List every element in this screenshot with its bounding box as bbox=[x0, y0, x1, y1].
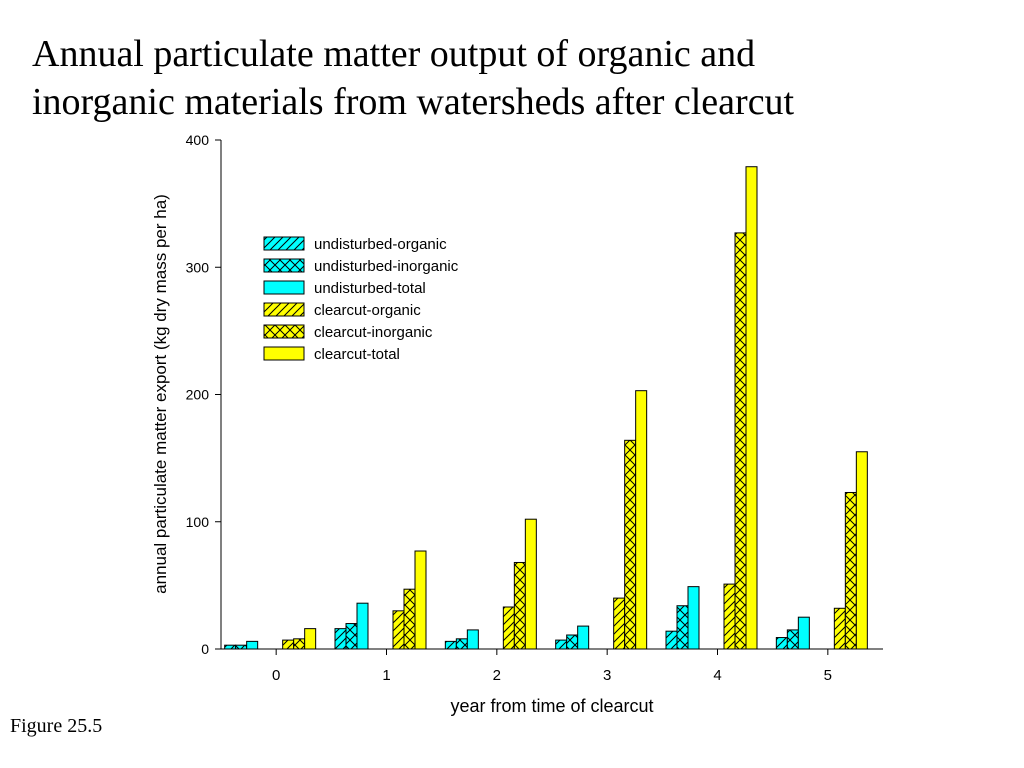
legend-label-undisturbed-inorganic: undisturbed-inorganic bbox=[314, 258, 459, 275]
bar-clearcut-inorganic-year-2 bbox=[513, 561, 526, 650]
legend-swatch-undisturbed-inorganic bbox=[263, 258, 305, 273]
legend-label-clearcut-total: clearcut-total bbox=[314, 346, 400, 363]
x-tick-label: 1 bbox=[382, 667, 390, 684]
y-tick-label: 400 bbox=[186, 132, 210, 148]
bar-clearcut-organic-year-0 bbox=[282, 639, 295, 650]
slide-title-line-1: Annual particulate matter output of orga… bbox=[32, 33, 756, 75]
bar-clearcut-total-year-0 bbox=[304, 628, 317, 650]
legend-label-undisturbed-total: undisturbed-total bbox=[314, 280, 426, 297]
legend-label-undisturbed-organic: undisturbed-organic bbox=[314, 236, 447, 253]
bar-clearcut-total-year-5 bbox=[855, 451, 868, 650]
legend-label-clearcut-inorganic: clearcut-inorganic bbox=[314, 324, 433, 341]
bar-undisturbed-total-year-0 bbox=[246, 640, 259, 650]
bar-undisturbed-total-year-1 bbox=[356, 602, 369, 650]
bar-undisturbed-total-year-5 bbox=[797, 616, 810, 650]
plot-frame bbox=[220, 140, 883, 650]
y-tick-label: 0 bbox=[201, 641, 209, 657]
bar-clearcut-organic-year-5 bbox=[833, 607, 846, 650]
bar-undisturbed-total-year-2 bbox=[466, 629, 479, 650]
bar-clearcut-inorganic-year-3 bbox=[624, 439, 637, 650]
legend-swatch-clearcut-organic bbox=[263, 302, 305, 317]
slide-title: Annual particulate matter output of orga… bbox=[32, 30, 992, 126]
bar-undisturbed-organic-year-0 bbox=[224, 644, 237, 650]
x-tick-label: 3 bbox=[603, 667, 611, 684]
x-tick-label: 4 bbox=[713, 667, 721, 684]
x-tick-label: 0 bbox=[272, 667, 280, 684]
y-axis-label: annual particulate matter export (kg dry… bbox=[151, 194, 170, 594]
legend-swatch-clearcut-inorganic bbox=[263, 324, 305, 339]
y-axis-ticks: 0 100 200 300 400 bbox=[186, 132, 221, 657]
slide-title-line-2: inorganic materials from watersheds afte… bbox=[32, 81, 795, 123]
bar-clearcut-total-year-3 bbox=[635, 390, 648, 650]
bar-clearcut-organic-year-2 bbox=[502, 606, 515, 650]
legend: undisturbed-organic undisturbed-inorganic… bbox=[263, 236, 459, 363]
bar-undisturbed-organic-year-4 bbox=[665, 630, 678, 650]
bar-clearcut-organic-year-4 bbox=[723, 583, 736, 650]
x-tick-label: 5 bbox=[824, 667, 832, 684]
bar-undisturbed-inorganic-year-2 bbox=[455, 638, 468, 650]
bar-undisturbed-total-year-3 bbox=[577, 625, 590, 650]
bar-undisturbed-inorganic-year-5 bbox=[786, 629, 799, 650]
bar-undisturbed-inorganic-year-4 bbox=[676, 605, 689, 650]
legend-label-clearcut-organic: clearcut-organic bbox=[314, 302, 421, 319]
bar-undisturbed-organic-year-2 bbox=[444, 640, 457, 650]
bar-undisturbed-inorganic-year-0 bbox=[235, 644, 248, 650]
legend-swatch-clearcut-total bbox=[263, 346, 305, 361]
legend-swatch-undisturbed-total bbox=[263, 280, 305, 295]
bar-clearcut-total-year-1 bbox=[414, 550, 427, 650]
bar-clearcut-organic-year-1 bbox=[392, 610, 405, 650]
y-tick-label: 300 bbox=[186, 259, 210, 275]
legend-swatch-undisturbed-organic bbox=[263, 236, 305, 251]
bar-clearcut-organic-year-3 bbox=[613, 597, 626, 650]
bar-clearcut-inorganic-year-4 bbox=[734, 232, 747, 650]
bar-clearcut-inorganic-year-0 bbox=[293, 638, 306, 650]
bar-undisturbed-organic-year-3 bbox=[555, 639, 568, 650]
x-axis-label: year from time of clearcut bbox=[450, 696, 653, 716]
y-tick-label: 100 bbox=[186, 514, 210, 530]
bars-group bbox=[224, 166, 868, 650]
bar-clearcut-total-year-4 bbox=[745, 166, 758, 650]
x-axis-ticks: 0 1 2 3 4 5 bbox=[272, 649, 832, 684]
bar-undisturbed-inorganic-year-3 bbox=[566, 634, 579, 650]
bar-clearcut-inorganic-year-5 bbox=[844, 491, 857, 650]
bar-clearcut-total-year-2 bbox=[524, 518, 537, 650]
bar-undisturbed-organic-year-1 bbox=[334, 628, 347, 650]
bar-undisturbed-inorganic-year-1 bbox=[345, 623, 358, 650]
figure-caption: Figure 25.5 bbox=[10, 715, 103, 737]
x-tick-label: 2 bbox=[493, 667, 501, 684]
bar-undisturbed-organic-year-5 bbox=[775, 637, 788, 650]
bar-undisturbed-total-year-4 bbox=[687, 586, 700, 650]
bar-clearcut-inorganic-year-1 bbox=[403, 588, 416, 650]
y-tick-label: 200 bbox=[186, 387, 210, 403]
